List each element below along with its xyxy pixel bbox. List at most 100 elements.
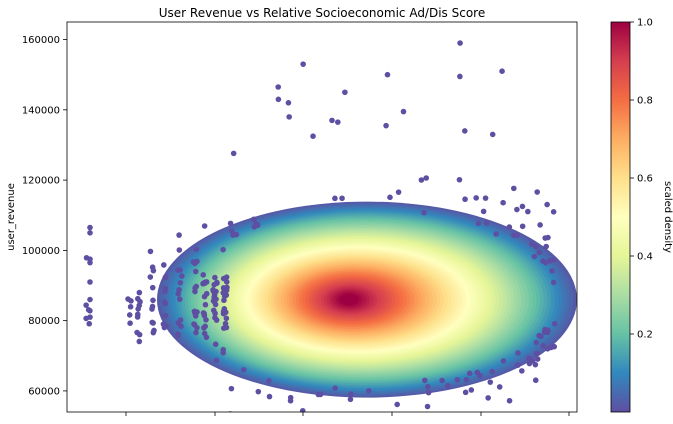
data-point [473, 195, 479, 201]
data-point [287, 397, 294, 404]
data-point [177, 279, 184, 286]
data-point [192, 285, 198, 291]
data-point [87, 230, 93, 236]
data-point [212, 274, 218, 281]
data-point [511, 185, 517, 192]
data-point [489, 131, 496, 138]
points-layer [83, 40, 558, 412]
data-point [127, 303, 134, 310]
data-point [474, 369, 481, 376]
data-point [178, 323, 184, 330]
y-tick-label: 100000 [22, 246, 60, 257]
data-point [533, 339, 540, 346]
data-point [240, 366, 247, 373]
data-point [329, 117, 335, 124]
data-point [540, 258, 546, 264]
data-point [549, 268, 555, 274]
data-point [85, 306, 92, 313]
data-point [545, 327, 551, 334]
data-point [222, 320, 229, 327]
data-point [176, 296, 183, 303]
data-point [421, 209, 427, 216]
data-point [526, 355, 532, 362]
data-point [506, 397, 513, 404]
data-point [384, 71, 391, 78]
data-point [160, 321, 167, 327]
data-point [266, 393, 273, 400]
data-point [395, 189, 402, 195]
data-point [418, 177, 425, 183]
data-point [136, 289, 143, 296]
data-point [534, 356, 541, 362]
data-point [526, 360, 533, 367]
data-point [149, 319, 156, 326]
data-point [365, 388, 372, 394]
colorbar-tick-label: 0.6 [637, 174, 653, 185]
data-point [147, 248, 154, 255]
data-point [493, 231, 499, 237]
data-point [544, 201, 550, 208]
data-point [202, 301, 209, 308]
data-point [134, 311, 141, 318]
x-axis [125, 412, 570, 416]
data-point [201, 223, 208, 229]
data-point [193, 246, 200, 253]
data-point [162, 274, 169, 281]
data-point [177, 317, 184, 323]
data-point [220, 346, 227, 353]
data-point [462, 196, 468, 203]
data-point [514, 362, 521, 368]
plot-frame [66, 21, 578, 413]
data-point [87, 224, 93, 231]
data-point [266, 378, 272, 384]
data-point [255, 388, 262, 395]
data-point [529, 241, 535, 247]
data-point [550, 209, 557, 215]
data-point [176, 232, 182, 238]
data-point [519, 368, 525, 374]
data-point [480, 208, 487, 215]
colorbar-tick-label: 0.8 [637, 96, 653, 107]
data-point [394, 401, 400, 408]
data-point [536, 249, 543, 256]
data-point [422, 377, 428, 384]
data-point [221, 297, 227, 304]
data-point [125, 296, 131, 302]
data-point [230, 150, 237, 157]
data-point [222, 309, 229, 316]
data-point [299, 407, 306, 412]
data-point [213, 317, 220, 323]
data-point [178, 273, 185, 279]
data-point [424, 403, 431, 410]
data-point [286, 114, 292, 120]
data-point [454, 376, 461, 383]
data-point [466, 370, 473, 377]
colorbar-tick-label: 1.0 [637, 18, 653, 29]
data-point [87, 259, 93, 266]
data-point [211, 298, 217, 305]
data-point [192, 313, 199, 319]
colorbar-tick-label: 0.2 [637, 330, 653, 341]
data-point [200, 272, 207, 278]
data-point [348, 391, 354, 397]
data-point [439, 377, 445, 384]
data-point [220, 275, 227, 282]
data-point [203, 334, 210, 341]
data-point [462, 128, 468, 134]
data-point [383, 122, 389, 129]
data-point [499, 68, 505, 74]
y-axis-label: user_revenue [6, 183, 17, 251]
data-point [220, 325, 227, 332]
chart-title: User Revenue vs Relative Socioeconomic A… [159, 6, 485, 20]
data-point [310, 133, 316, 139]
data-point [485, 395, 491, 401]
data-point [500, 199, 506, 206]
data-point [175, 332, 181, 339]
data-point [532, 361, 539, 368]
data-point [550, 279, 557, 286]
data-point [213, 357, 220, 364]
data-point [86, 320, 93, 327]
data-point [162, 312, 169, 319]
data-point [150, 267, 157, 274]
data-point [425, 389, 432, 396]
